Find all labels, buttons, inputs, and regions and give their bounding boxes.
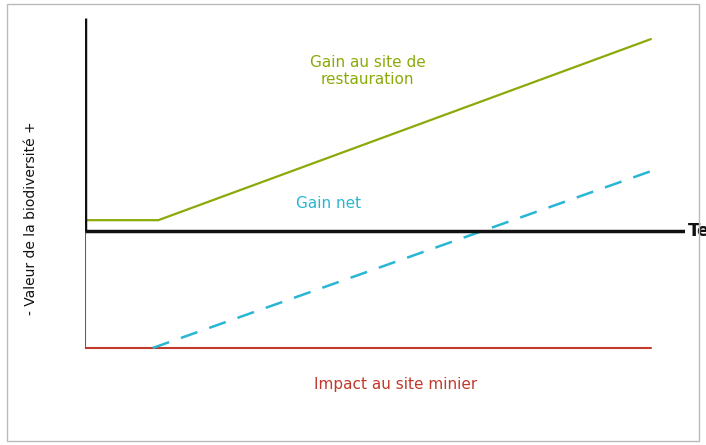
Text: - Valeur de la biodiversité +: - Valeur de la biodiversité + [24, 121, 37, 315]
Text: Impact au site minier: Impact au site minier [314, 377, 478, 392]
Text: Temps: Temps [688, 222, 706, 240]
Text: Gain net: Gain net [296, 196, 361, 210]
Text: Gain au site de
restauration: Gain au site de restauration [310, 55, 426, 87]
